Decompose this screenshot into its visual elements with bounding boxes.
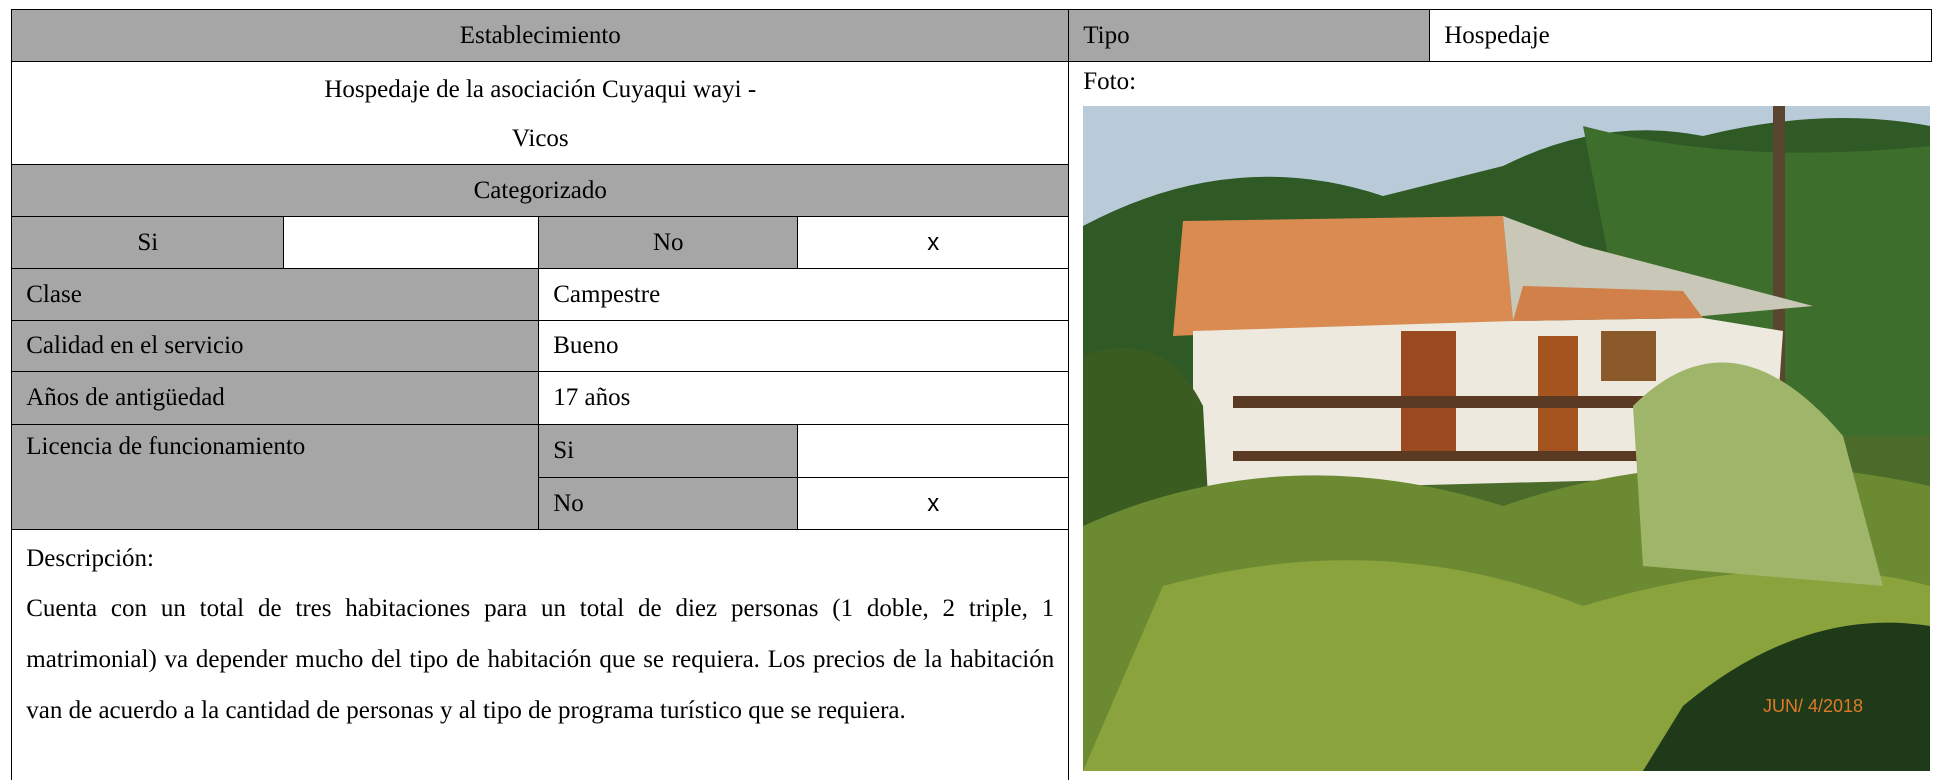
photo-label: Foto: — [1083, 68, 1137, 96]
photo-cell: Foto: — [1068, 61, 1933, 780]
yes-label: Si — [137, 228, 159, 256]
row-label-cell: Años de antigüedad — [11, 371, 540, 426]
license-no-mark: x — [927, 489, 940, 517]
header-cell: Establecimiento — [11, 9, 1070, 63]
row-label-cell: Clase — [11, 268, 540, 322]
row-value-cell: 17 años — [538, 371, 1070, 426]
cell — [797, 424, 1070, 479]
description-cell: Descripción: Cuenta con un total de tres… — [11, 529, 1070, 780]
name-line: Vicos — [511, 125, 569, 153]
row-value-cell: Campestre — [538, 268, 1070, 322]
license-no: No — [553, 489, 584, 517]
categorized-header: Categorizado — [473, 176, 607, 204]
cell: x — [797, 216, 1070, 270]
row-value: Campestre — [553, 280, 661, 308]
license-yes: Si — [553, 437, 575, 465]
cell: x — [797, 477, 1070, 531]
header: Establecimiento — [459, 21, 621, 49]
license-label: Licencia de funcionamiento — [26, 433, 306, 461]
row-value: 17 años — [553, 384, 631, 412]
no-label: No — [652, 228, 684, 256]
date-stamp: JUN/ 4/2018 — [1763, 696, 1863, 716]
row-label: Calidad en el servicio — [26, 332, 244, 360]
row-label-cell: Calidad en el servicio — [11, 320, 540, 373]
type-value: Hospedaje — [1444, 21, 1550, 49]
photo: JUN/ 4/2018 — [1083, 106, 1930, 771]
categorized-header-cell: Categorizado — [11, 164, 1070, 218]
cell: No — [538, 216, 799, 270]
cell: No — [538, 477, 799, 531]
row-label: Clase — [26, 280, 82, 308]
cell: Si — [538, 424, 799, 479]
license-label-cell: Licencia de funcionamiento — [11, 424, 540, 531]
name-cell: Hospedaje de la asociación Cuyaqui wayi … — [11, 61, 1070, 166]
type-label-cell: Tipo — [1068, 9, 1431, 63]
description-label: Descripción: — [26, 545, 154, 573]
type-label: Tipo — [1083, 21, 1130, 49]
row-value: Bueno — [553, 332, 619, 360]
row-value-cell: Bueno — [538, 320, 1070, 373]
no-mark: x — [927, 228, 940, 256]
cell: Si — [11, 216, 285, 270]
name-line: Hospedaje de la asociación Cuyaqui wayi … — [324, 76, 757, 104]
type-value-cell: Hospedaje — [1429, 9, 1933, 63]
description-text: Cuenta con un total de tres habitaciones… — [26, 595, 1055, 725]
cell — [283, 216, 540, 270]
row-label: Años de antigüedad — [26, 384, 225, 412]
